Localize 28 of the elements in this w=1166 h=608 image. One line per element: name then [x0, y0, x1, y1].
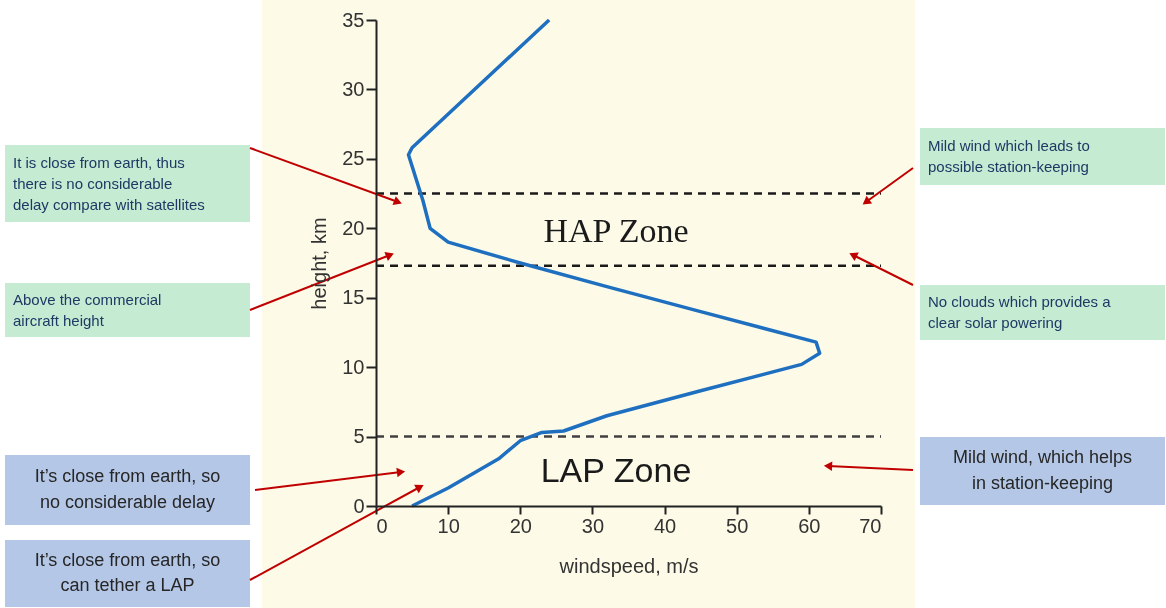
text: It is close from earth, thus there is no considerable delay compare with satellites [13, 153, 205, 213]
y-axis-title: height, km [308, 217, 331, 310]
y-tick-label: 30 [342, 77, 365, 100]
y-tick-label: 10 [342, 355, 365, 378]
y-tick-label: 15 [342, 286, 365, 309]
text: No clouds which provides a clear solar powering [928, 293, 1112, 331]
text: It’s close from earth, so no considerable delay [34, 466, 221, 512]
y-tick-label: 25 [342, 147, 365, 170]
y-tick-label: 20 [342, 216, 365, 239]
text: Mild wind which leads to possible station-keeping [928, 137, 1090, 175]
annotation: HAP Zone [543, 212, 689, 249]
y-tick-label: 35 [342, 8, 365, 31]
x-tick-label: 0 [376, 514, 388, 537]
x-tick-label: 40 [653, 514, 677, 537]
x-axis-title: windspeed, m/s [558, 554, 699, 577]
x-tick-label: 50 [726, 514, 749, 537]
x-tick-label: 20 [509, 514, 532, 537]
x-tick-label: 60 [798, 514, 821, 537]
y-tick-label: 0 [353, 494, 365, 517]
annotation: LAP Zone [540, 451, 692, 489]
text: Above the commercial aircraft height [13, 290, 162, 329]
y-tick-label: 5 [353, 425, 365, 448]
text: Mild wind, which helps in station-keeping [952, 447, 1133, 493]
text: It’s close from earth, so can tether a LAP [34, 549, 221, 596]
x-tick-label: 70 [859, 514, 882, 537]
line-series [406, 18, 822, 508]
x-tick-label: 30 [581, 514, 605, 537]
x-tick-label: 10 [437, 514, 460, 537]
